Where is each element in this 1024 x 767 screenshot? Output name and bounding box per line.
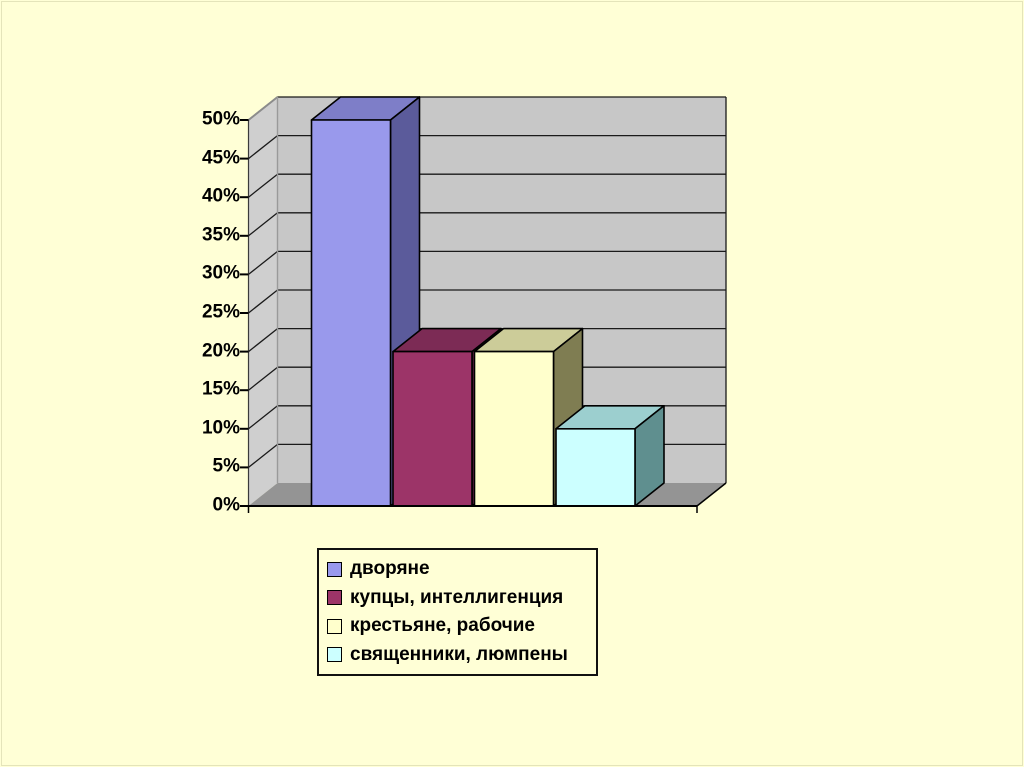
gridline-diagonal xyxy=(248,250,278,275)
wall-top-left-edge xyxy=(247,96,279,121)
y-axis-labels: 50% 45% 40% 35% 30% 25% 20% 15% 10% 5% 0% xyxy=(0,0,240,767)
gridline-diagonal xyxy=(248,135,278,160)
gridline-diagonal xyxy=(248,173,278,198)
legend-swatch-kuptsy xyxy=(327,590,342,606)
y-tick-label: 45% xyxy=(201,147,240,169)
legend-label-dvoryane: дворяне xyxy=(350,558,430,580)
gridline-diagonal xyxy=(248,366,278,391)
y-tick-label: 40% xyxy=(201,185,240,207)
legend-item-svyashchenniki: священники, люмпены xyxy=(327,644,588,666)
legend-item-kuptsy: купцы, интеллигенция xyxy=(327,587,588,609)
gridline-diagonal xyxy=(248,328,278,353)
y-tick-label: 50% xyxy=(201,108,240,130)
y-tick-label: 15% xyxy=(201,378,240,400)
legend-item-dvoryane: дворяне xyxy=(327,558,588,580)
legend-label-svyashchenniki: священники, люмпены xyxy=(350,643,568,665)
bar-1-front xyxy=(392,350,473,507)
x-axis-depth-edge xyxy=(696,482,727,507)
gridline-diagonal xyxy=(248,405,278,430)
bar-3-front xyxy=(555,427,636,507)
y-tick-label: 25% xyxy=(201,301,240,323)
bar-0-front xyxy=(310,119,392,507)
y-tick-label: 35% xyxy=(201,224,240,246)
bar-2-front xyxy=(473,350,555,507)
gridline-diagonal xyxy=(248,212,278,237)
legend-swatch-krestyane xyxy=(327,618,342,634)
y-tick-label: 20% xyxy=(201,340,240,362)
gridline-diagonal xyxy=(248,443,278,468)
legend-swatch-dvoryane xyxy=(327,561,342,577)
legend-label-kuptsy: купцы, интеллигенция xyxy=(350,586,564,608)
legend-item-krestyane: крестьяне, рабочие xyxy=(327,615,588,637)
legend-label-krestyane: крестьяне, рабочие xyxy=(350,615,535,637)
chart-legend: дворяне купцы, интеллигенция крестьяне, … xyxy=(317,548,598,676)
y-tick-label: 5% xyxy=(212,455,240,477)
y-tick-label: 10% xyxy=(201,417,240,439)
y-tick-label: 30% xyxy=(201,262,240,284)
y-tick-label: 0% xyxy=(212,494,240,516)
legend-swatch-svyashchenniki xyxy=(327,647,342,663)
gridline-diagonal xyxy=(248,289,278,314)
